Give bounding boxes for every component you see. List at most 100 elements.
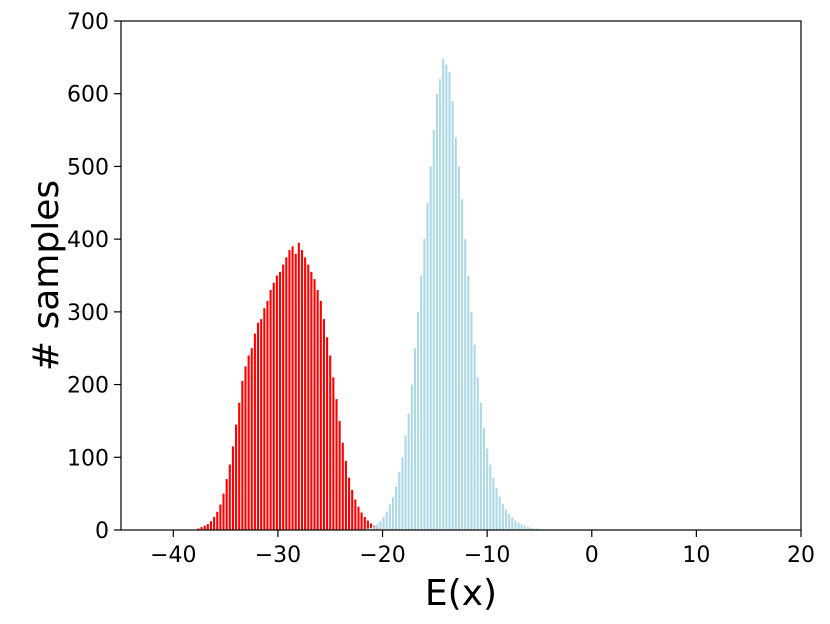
histogram-bar [238, 402, 241, 530]
histogram-bar [197, 528, 200, 530]
histogram-bar [533, 528, 536, 530]
histogram-bar [517, 522, 520, 530]
x-tick-label: 20 [787, 543, 815, 568]
histogram-bar [222, 493, 225, 530]
histogram-bar [413, 348, 417, 530]
histogram-bar [206, 524, 209, 530]
histogram-bar [216, 511, 219, 530]
histogram-bar [526, 527, 529, 530]
x-tick-label: −10 [464, 543, 510, 568]
histogram-bar [275, 275, 278, 530]
histogram-bar [344, 460, 347, 530]
histogram-bar [395, 486, 398, 530]
histogram-bar [373, 526, 376, 530]
histogram-bar [435, 93, 438, 531]
histogram-bar [382, 516, 385, 530]
histogram-bar [203, 525, 206, 530]
histogram-bar [341, 442, 344, 530]
histogram-bar [479, 402, 482, 530]
series-1 [363, 58, 545, 531]
x-tick-label: −20 [359, 543, 405, 568]
y-axis-label: # samples [26, 180, 67, 371]
histogram-bar [489, 464, 492, 530]
histogram-bar [530, 527, 533, 530]
histogram-bar [335, 399, 338, 530]
histogram-bar [410, 384, 413, 530]
histogram-bar [523, 525, 526, 530]
histogram-bar [445, 64, 448, 530]
histogram-bar [338, 420, 341, 530]
histogram-bar [278, 271, 282, 530]
histogram-bar [326, 337, 329, 530]
histogram-bar [514, 520, 517, 530]
histogram-bar [426, 202, 429, 531]
histogram-bar [476, 377, 479, 530]
histogram-bar [498, 496, 501, 530]
histogram-bar [241, 380, 244, 530]
histogram-bar [244, 366, 247, 530]
y-tick-label: 700 [67, 10, 109, 35]
histogram-bar [269, 290, 272, 530]
histogram-bar [420, 275, 423, 530]
histogram-bar [398, 471, 401, 530]
histogram-bar [313, 279, 316, 530]
histogram-bar [253, 333, 256, 530]
plot-frame [120, 20, 802, 531]
histogram-bar [329, 355, 332, 530]
x-tick-label: −40 [150, 543, 196, 568]
x-axis-ticks: −40 −30 −20 −10 0 10 20 [150, 530, 815, 568]
histogram-bar [376, 524, 379, 530]
histogram-bar [454, 137, 457, 530]
histogram-bar [385, 511, 388, 530]
histogram-bar [486, 448, 489, 530]
histogram-bar [272, 282, 275, 530]
histogram-bar [300, 250, 304, 531]
histogram-bar [228, 464, 231, 530]
histogram-bar [209, 521, 213, 530]
histogram-bar [213, 516, 216, 530]
histogram-bar [225, 479, 228, 530]
histogram-bar [307, 264, 310, 530]
histogram-bar [407, 413, 410, 530]
histogram-bar [363, 516, 366, 530]
histogram-bar [536, 528, 539, 530]
histogram-bar [495, 487, 498, 530]
histogram-bar [332, 377, 335, 530]
histogram-bar [511, 517, 514, 530]
histogram-bar [404, 435, 407, 530]
y-axis-ticks: 0 100 200 300 400 500 600 700 [67, 10, 121, 544]
y-tick-label: 200 [67, 374, 109, 399]
histogram-bar [348, 477, 351, 530]
histogram-bar [451, 100, 454, 531]
histogram-bar [235, 424, 238, 530]
histogram-bars [197, 58, 545, 531]
histogram-bar [354, 499, 357, 530]
histogram-bar [464, 239, 467, 530]
histogram-bar [439, 79, 442, 531]
histogram-bar [429, 166, 432, 530]
histogram-bar [470, 311, 473, 530]
x-tick-label: 0 [585, 543, 599, 568]
histogram-bar [294, 253, 297, 530]
histogram-bar [457, 166, 460, 530]
x-tick-label: 10 [682, 543, 710, 568]
y-tick-label: 300 [67, 301, 109, 326]
series-0 [197, 242, 395, 531]
histogram-bar [285, 257, 288, 530]
histogram-bar [282, 264, 285, 530]
histogram-bar [504, 509, 508, 530]
histogram-bar [250, 348, 253, 530]
y-tick-label: 600 [67, 83, 109, 108]
histogram-bar [379, 521, 382, 530]
histogram-bar [501, 503, 504, 530]
histogram-bar [247, 355, 250, 530]
histogram-bar [360, 512, 363, 530]
histogram-bar [388, 504, 391, 530]
histogram-bar [297, 242, 300, 530]
histogram-bar [200, 527, 203, 530]
histogram-bar [467, 275, 470, 530]
histogram-bar [366, 520, 369, 530]
histogram-bar [369, 523, 373, 530]
histogram-bar [266, 300, 269, 530]
